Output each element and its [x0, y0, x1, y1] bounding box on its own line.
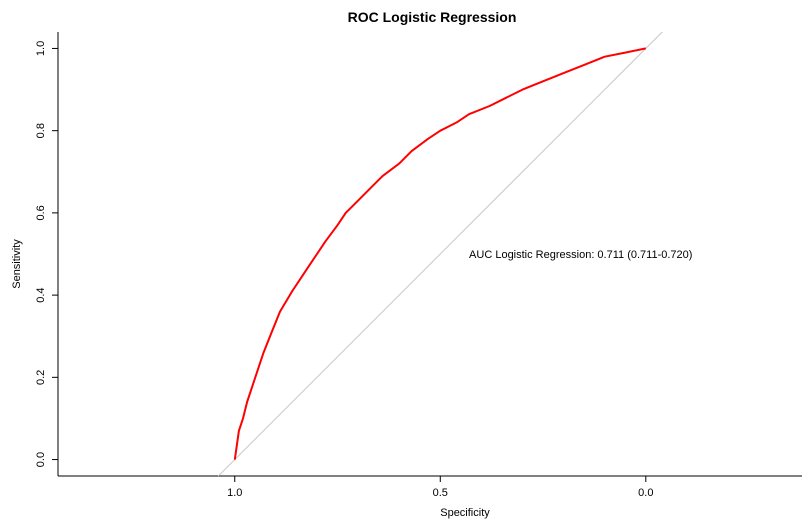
x-axis-label: Specificity — [440, 507, 490, 519]
reference-diagonal-line — [217, 31, 663, 477]
y-axis-ticks: 0.0 0.2 0.4 0.6 0.8 1.0 — [35, 41, 58, 467]
y-tick-label: 0.6 — [35, 205, 47, 220]
series-group — [233, 47, 646, 460]
x-tick-label: 1.0 — [227, 487, 242, 499]
x-axis-ticks: 1.0 0.5 0.0 — [227, 476, 653, 499]
y-tick-label: 1.0 — [35, 41, 47, 56]
y-axis-label: Sensitivity — [11, 239, 23, 289]
auc-annotation: AUC Logistic Regression: 0.711 (0.711-0.… — [469, 249, 692, 261]
x-tick-label: 0.0 — [638, 487, 653, 499]
y-tick-label: 0.0 — [35, 452, 47, 467]
x-tick-label: 0.5 — [433, 487, 448, 499]
y-tick-label: 0.4 — [35, 287, 47, 302]
y-tick-label: 0.8 — [35, 123, 47, 138]
roc-curve — [233, 47, 646, 460]
y-tick-label: 0.2 — [35, 370, 47, 385]
chart-title: ROC Logistic Regression — [348, 9, 517, 25]
